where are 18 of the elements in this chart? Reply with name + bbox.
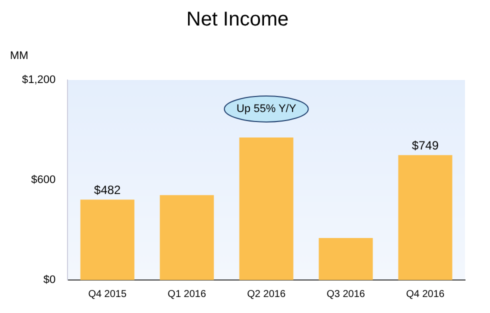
data-label: $482 — [94, 182, 122, 197]
x-tick-label: Q2 2016 — [247, 288, 286, 300]
chart-title: Net Income — [186, 8, 289, 31]
y-tick-label: $1,200 — [22, 74, 56, 86]
x-tick-label: Q4 2016 — [406, 288, 445, 300]
bar — [318, 238, 373, 280]
annotation: Up 55% Y/Y — [236, 103, 297, 116]
y-tick-label: $600 — [31, 174, 56, 186]
x-tick-label: Q4 2015 — [88, 288, 127, 300]
x-tick-label: Q3 2016 — [326, 288, 366, 300]
data-label: $749 — [412, 138, 439, 152]
bar — [239, 138, 294, 280]
bar — [80, 200, 134, 280]
bar — [160, 195, 214, 280]
bar — [398, 155, 452, 280]
x-tick-label: Q1 2016 — [168, 288, 206, 300]
y-tick-label: $0 — [43, 274, 56, 286]
y-axis-title: MM — [10, 50, 28, 62]
